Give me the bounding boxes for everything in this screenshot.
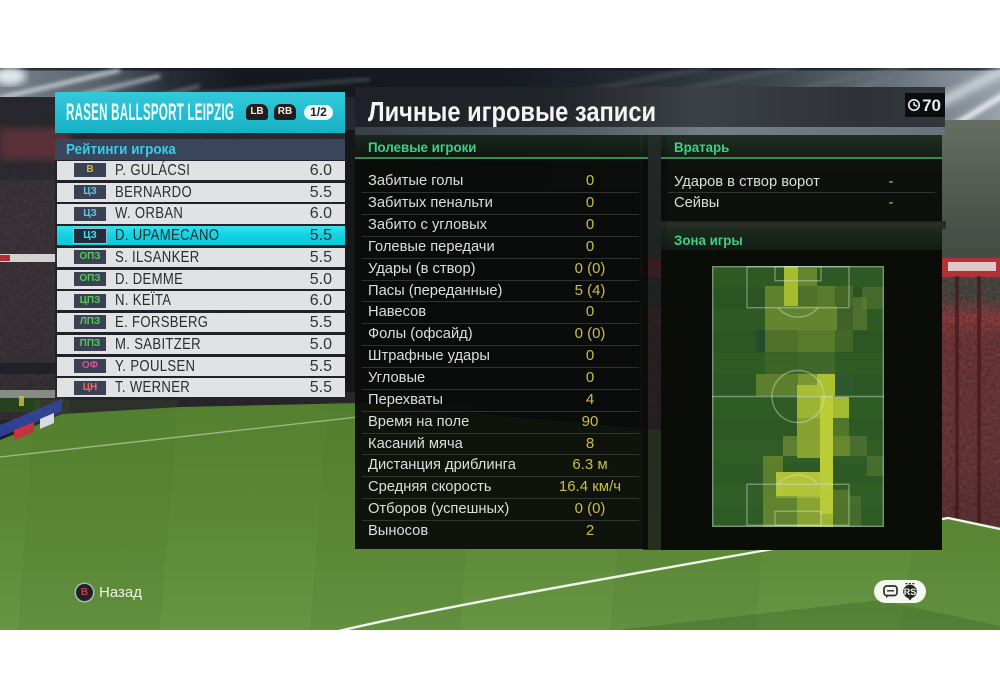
svg-text:RS: RS bbox=[904, 587, 917, 597]
